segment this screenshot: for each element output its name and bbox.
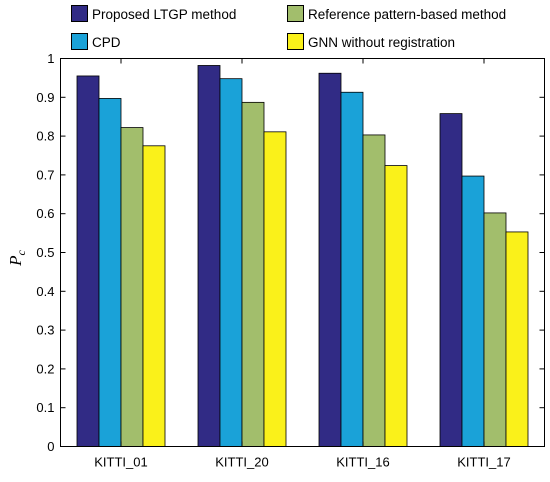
bar-layer bbox=[76, 65, 529, 447]
y-tick-label: 0.5 bbox=[36, 245, 54, 260]
bar-kitti-20-series-2 bbox=[219, 78, 243, 447]
legend-label-reference-pattern: Reference pattern-based method bbox=[308, 7, 506, 22]
bar-kitti-16-series-4 bbox=[384, 165, 408, 447]
bar-kitti-17-series-4 bbox=[505, 231, 529, 447]
bar-kitti-16-series-2 bbox=[340, 91, 364, 447]
bar-kitti-01-series-1 bbox=[76, 75, 100, 447]
bar-kitti-16-series-3 bbox=[362, 134, 386, 447]
bar-kitti-16-series-1 bbox=[318, 72, 342, 447]
y-tick-label: 0.8 bbox=[36, 129, 54, 144]
legend-swatch-proposed-ltgp bbox=[71, 5, 88, 22]
bar-kitti-17-series-3 bbox=[483, 212, 507, 447]
bar-kitti-01-series-4 bbox=[142, 145, 166, 447]
legend-swatch-gnn bbox=[287, 33, 304, 50]
y-tick-label: 0.2 bbox=[36, 361, 54, 376]
bar-kitti-17-series-1 bbox=[439, 113, 463, 447]
x-tick-label: KITTI_16 bbox=[336, 455, 389, 470]
y-tick-label: 1 bbox=[47, 51, 54, 66]
y-tick-label: 0.9 bbox=[36, 90, 54, 105]
y-axis-label-subscript: c bbox=[14, 249, 28, 255]
legend-swatch-reference-pattern bbox=[287, 5, 304, 22]
y-tick-label: 0.7 bbox=[36, 167, 54, 182]
x-axis: KITTI_01 KITTI_20 KITTI_16 KITTI_17 bbox=[94, 58, 511, 470]
legend-label-cpd: CPD bbox=[92, 35, 121, 50]
y-tick-label: 0 bbox=[47, 439, 54, 454]
x-tick-label: KITTI_01 bbox=[94, 455, 147, 470]
y-axis-label: Pc bbox=[6, 249, 28, 266]
bar-kitti-01-series-2 bbox=[98, 98, 122, 447]
y-tick-label: 0.1 bbox=[36, 400, 54, 415]
bar-kitti-20-series-4 bbox=[263, 131, 287, 447]
bar-kitti-20-series-1 bbox=[197, 65, 221, 447]
x-tick-label: KITTI_17 bbox=[457, 455, 510, 470]
y-axis-label-main: P bbox=[6, 255, 25, 266]
y-axis: 0 0.1 0.2 0.3 0.4 0.5 0.6 0.7 0.8 0.9 1 bbox=[36, 51, 545, 454]
legend-swatch-cpd bbox=[71, 33, 88, 50]
bar-kitti-17-series-2 bbox=[461, 175, 485, 447]
legend: Proposed LTGP method CPD Reference patte… bbox=[71, 5, 506, 50]
legend-label-proposed-ltgp: Proposed LTGP method bbox=[92, 7, 236, 22]
y-tick-label: 0.6 bbox=[36, 206, 54, 221]
legend-label-gnn: GNN without registration bbox=[308, 35, 455, 50]
y-tick-label: 0.4 bbox=[36, 284, 54, 299]
bar-kitti-20-series-3 bbox=[241, 101, 265, 447]
x-tick-label: KITTI_20 bbox=[215, 455, 268, 470]
y-tick-label: 0.3 bbox=[36, 323, 54, 338]
bar-kitti-01-series-3 bbox=[120, 127, 144, 447]
